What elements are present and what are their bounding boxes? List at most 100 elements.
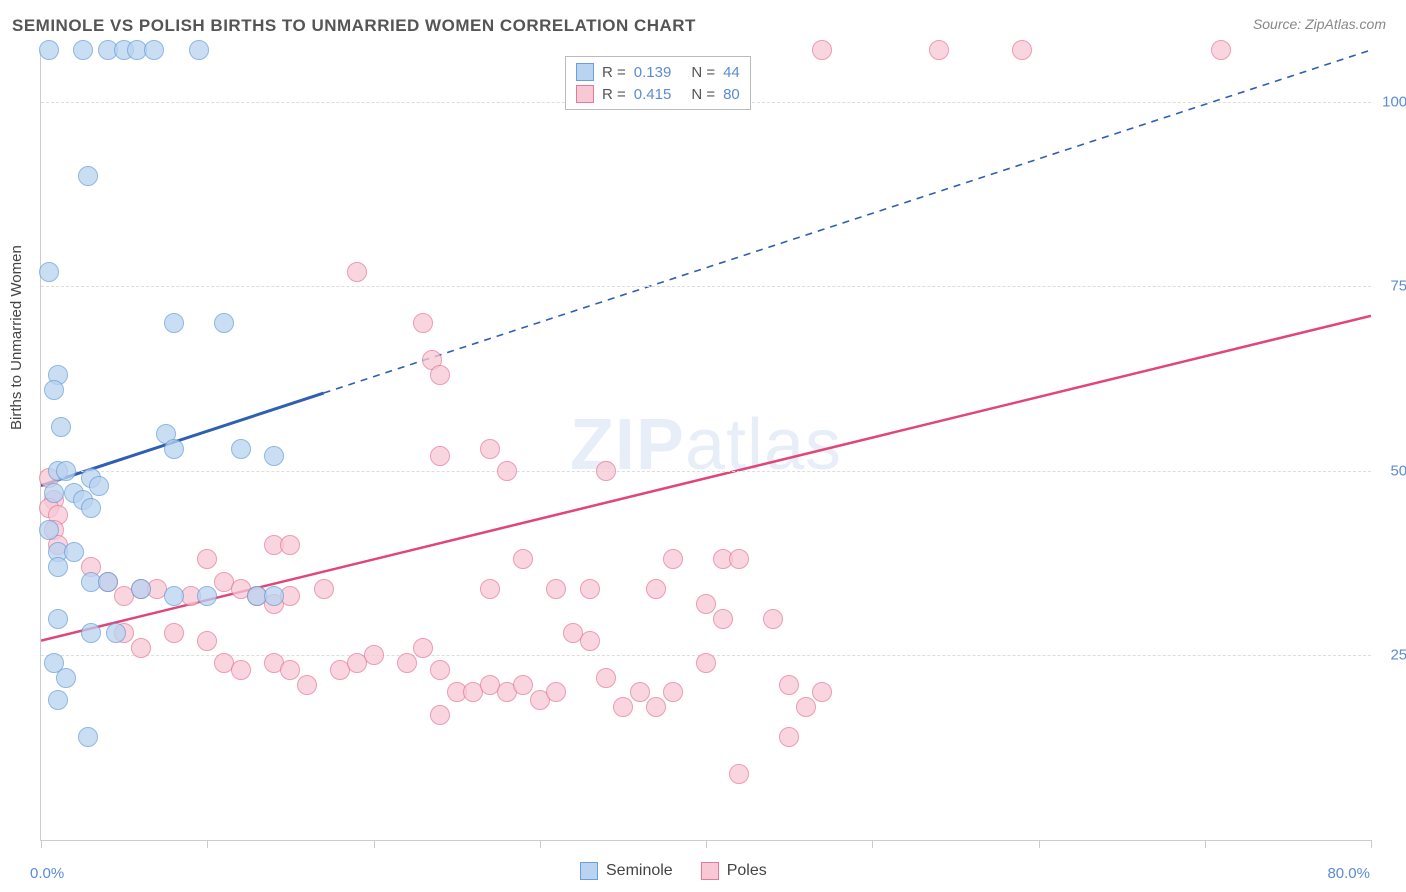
x-tick [872,840,873,848]
poles-point [513,675,533,695]
seminole-point [144,40,164,60]
poles-point [430,365,450,385]
seminole-point [89,476,109,496]
poles-point [796,697,816,717]
seminole-point [44,380,64,400]
gridline [41,286,1371,287]
seminole-point [189,40,209,60]
seminole-point [197,586,217,606]
poles-point [596,461,616,481]
seminole-point [64,542,84,562]
poles-point [596,668,616,688]
poles-point [729,549,749,569]
seminole-point [78,727,98,747]
poles-point [763,609,783,629]
poles-point [397,653,417,673]
x-tick [1039,840,1040,848]
poles-point [513,549,533,569]
x-tick [207,840,208,848]
poles-point [480,579,500,599]
poles-point [131,638,151,658]
seminole-point [214,313,234,333]
poles-point [314,579,334,599]
poles-point [729,764,749,784]
poles-point [663,549,683,569]
y-tick-label: 25.0% [1390,647,1406,664]
poles-point [364,645,384,665]
legend-text: 0.415 [634,86,672,103]
poles-point [613,697,633,717]
poles-point [929,40,949,60]
seminole-point [131,579,151,599]
legend-series: SeminolePoles [580,862,767,880]
legend-stats-row: R = 0.415 N = 80 [576,83,740,105]
seminole-point [48,557,68,577]
seminole-point [39,40,59,60]
poles-point [280,535,300,555]
poles-point [646,579,666,599]
x-tick [374,840,375,848]
poles-point [696,594,716,614]
poles-point [812,40,832,60]
legend-stats-row: R =0.139N =44 [576,61,740,83]
poles-point [580,631,600,651]
legend-text: 0.139 [634,64,672,81]
poles-point [546,682,566,702]
poles-point [197,549,217,569]
x-tick [540,840,541,848]
x-tick [706,840,707,848]
y-tick-label: 100.0% [1382,93,1406,110]
x-axis-min-label: 0.0% [30,865,64,882]
poles-point [713,609,733,629]
poles-point [280,660,300,680]
poles-point [646,697,666,717]
seminole-point [73,40,93,60]
y-axis-title: Births to Unmarried Women [8,245,25,430]
poles-point [696,653,716,673]
seminole-point [48,609,68,629]
poles-point [197,631,217,651]
legend-text: 80 [723,86,740,103]
swatch-icon [576,63,594,81]
seminole-point [231,439,251,459]
seminole-point [106,623,126,643]
x-tick [1205,840,1206,848]
poles-point [430,705,450,725]
x-axis-max-label: 80.0% [1327,865,1370,882]
seminole-point [56,461,76,481]
poles-point [164,623,184,643]
poles-point [480,439,500,459]
poles-point [779,675,799,695]
swatch-icon [580,862,598,880]
gridline [41,471,1371,472]
poles-point [812,682,832,702]
seminole-point [39,520,59,540]
chart-title: SEMINOLE VS POLISH BIRTHS TO UNMARRIED W… [12,16,696,36]
legend-text: N = [691,86,715,103]
x-tick [41,840,42,848]
poles-point [663,682,683,702]
seminole-point [264,446,284,466]
legend-text: R = [602,86,626,103]
seminole-point [164,586,184,606]
seminole-point [164,313,184,333]
legend-series-item: Poles [701,862,767,880]
x-tick [1371,840,1372,848]
y-tick-label: 75.0% [1390,278,1406,295]
seminole-point [48,690,68,710]
poles-point [413,638,433,658]
poles-point [430,660,450,680]
seminole-point [81,498,101,518]
poles-point [231,660,251,680]
poles-point [1012,40,1032,60]
poles-point [1211,40,1231,60]
poles-point [580,579,600,599]
seminole-point [39,262,59,282]
seminole-point [51,417,71,437]
seminole-point [44,483,64,503]
poles-point [413,313,433,333]
poles-point [297,675,317,695]
poles-point [430,446,450,466]
legend-text: 44 [723,64,740,81]
source-attribution: Source: ZipAtlas.com [1253,16,1386,32]
